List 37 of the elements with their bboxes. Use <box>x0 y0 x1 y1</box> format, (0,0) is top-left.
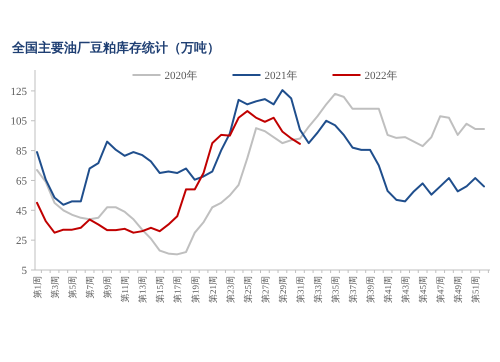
x-tick-label: 第1周 <box>32 276 42 298</box>
y-tick-label: 25 <box>16 235 28 248</box>
x-tick-label: 第33周 <box>312 276 323 303</box>
x-tick-label: 第39周 <box>366 276 376 303</box>
x-tick-label: 第51周 <box>470 276 481 303</box>
legend-label: 2022年 <box>364 70 398 82</box>
x-tick-label: 第19周 <box>190 276 200 303</box>
x-tick-label: 第7周 <box>85 276 96 298</box>
chart-title: 全国主要油厂豆粕库存统计（万吨） <box>11 40 220 55</box>
x-tick-label: 第5周 <box>68 276 78 298</box>
x-tick-label: 第21周 <box>208 276 218 303</box>
x-tick-label: 第35周 <box>330 276 340 303</box>
x-tick-label: 第37周 <box>348 276 358 303</box>
x-tick-label: 第23周 <box>225 276 236 303</box>
x-tick-label: 第3周 <box>50 276 60 298</box>
x-tick-label: 第17周 <box>172 276 183 303</box>
x-tick-label: 第47周 <box>436 276 446 303</box>
x-tick-label: 第29周 <box>278 276 288 303</box>
y-tick-label: 125 <box>10 86 28 98</box>
y-tick-label: 85 <box>16 146 28 158</box>
x-tick-label: 第31周 <box>295 276 306 303</box>
y-tick-label: 45 <box>16 205 28 218</box>
x-tick-label: 第27周 <box>260 276 270 303</box>
x-tick-label: 第49周 <box>453 276 464 303</box>
x-tick-label: 第11周 <box>120 276 130 303</box>
x-tick-label: 第13周 <box>138 276 148 303</box>
legend-label: 2020年 <box>164 70 198 82</box>
x-tick-label: 第43周 <box>400 276 411 303</box>
legend-label: 2021年 <box>264 70 298 82</box>
y-tick-label: 105 <box>10 116 28 128</box>
x-tick-label: 第15周 <box>155 276 166 303</box>
y-tick-label: 65 <box>16 175 28 188</box>
x-tick-label: 第45周 <box>418 276 428 303</box>
x-tick-label: 第25周 <box>242 276 253 303</box>
y-tick-label: 5 <box>22 265 28 277</box>
x-tick-label: 第41周 <box>383 276 394 303</box>
x-tick-label: 第9周 <box>102 276 113 298</box>
